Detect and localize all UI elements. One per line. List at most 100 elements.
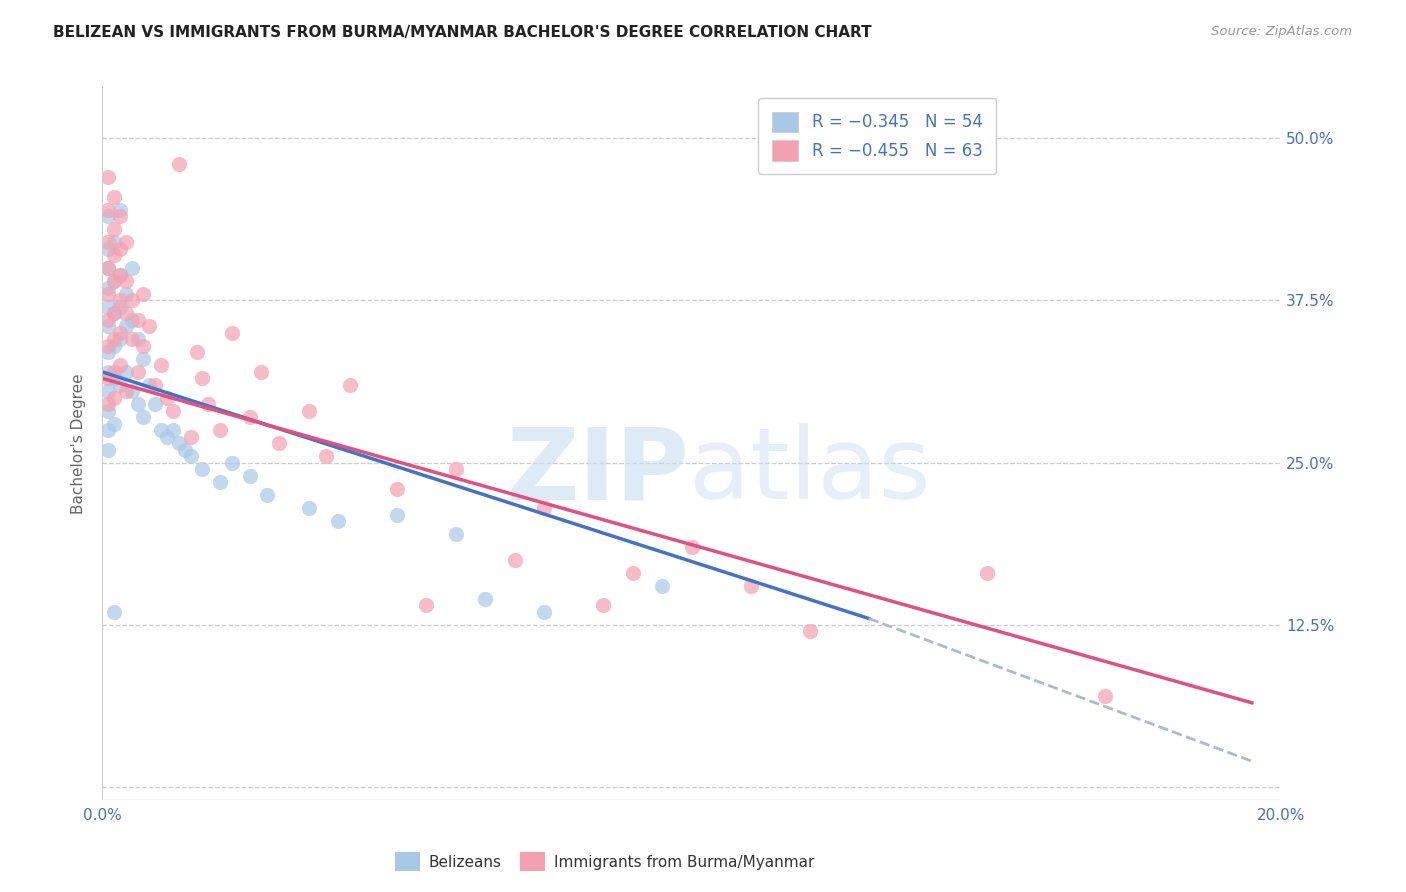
Point	[180, 430, 202, 444]
Point	[103, 365, 125, 379]
Point	[162, 404, 184, 418]
Point	[114, 365, 136, 379]
Point	[114, 274, 136, 288]
Point	[297, 404, 319, 418]
Point	[108, 333, 131, 347]
Point	[103, 248, 125, 262]
Point	[121, 261, 143, 276]
Point	[114, 306, 136, 320]
Point	[97, 319, 120, 334]
Point	[103, 306, 125, 320]
Point	[167, 157, 190, 171]
Point	[256, 488, 278, 502]
Point	[97, 371, 120, 385]
Point	[97, 287, 120, 301]
Point	[127, 397, 149, 411]
Point	[799, 624, 821, 639]
Point	[186, 345, 208, 359]
Point	[97, 261, 120, 276]
Point	[651, 579, 673, 593]
Point	[114, 287, 136, 301]
Point	[267, 436, 290, 450]
Point	[209, 423, 232, 437]
Text: ZIP: ZIP	[506, 424, 689, 520]
Point	[97, 209, 120, 223]
Text: atlas: atlas	[689, 424, 931, 520]
Point	[132, 287, 155, 301]
Point	[339, 377, 361, 392]
Point	[103, 222, 125, 236]
Point	[103, 417, 125, 431]
Point	[97, 170, 120, 185]
Point	[97, 202, 120, 217]
Point	[156, 430, 179, 444]
Point	[444, 462, 467, 476]
Point	[108, 268, 131, 282]
Point	[97, 442, 120, 457]
Point	[103, 391, 125, 405]
Point	[97, 242, 120, 256]
Point	[621, 566, 644, 580]
Point	[108, 242, 131, 256]
Point	[97, 300, 120, 314]
Point	[167, 436, 190, 450]
Point	[103, 306, 125, 320]
Point	[250, 365, 273, 379]
Point	[108, 268, 131, 282]
Point	[533, 605, 555, 619]
Point	[415, 599, 437, 613]
Point	[681, 540, 703, 554]
Point	[385, 508, 408, 522]
Point	[326, 514, 349, 528]
Point	[474, 592, 496, 607]
Point	[108, 209, 131, 223]
Point	[108, 202, 131, 217]
Point	[97, 261, 120, 276]
Point	[97, 313, 120, 327]
Point	[108, 293, 131, 308]
Point	[114, 235, 136, 249]
Point	[150, 423, 173, 437]
Legend: R = −0.345   N = 54, R = −0.455   N = 63: R = −0.345 N = 54, R = −0.455 N = 63	[758, 98, 995, 174]
Point	[121, 293, 143, 308]
Point	[173, 442, 195, 457]
Point	[297, 501, 319, 516]
Point	[1094, 690, 1116, 704]
Point	[132, 339, 155, 353]
Point	[191, 371, 214, 385]
Point	[114, 384, 136, 399]
Point	[143, 377, 166, 392]
Point	[127, 313, 149, 327]
Point	[197, 397, 219, 411]
Point	[385, 482, 408, 496]
Point	[103, 274, 125, 288]
Point	[97, 423, 120, 437]
Y-axis label: Bachelor's Degree: Bachelor's Degree	[72, 373, 86, 514]
Point	[97, 397, 120, 411]
Point	[150, 359, 173, 373]
Point	[121, 384, 143, 399]
Point	[191, 462, 214, 476]
Point	[97, 280, 120, 294]
Point	[221, 326, 243, 340]
Point	[138, 319, 160, 334]
Point	[156, 391, 179, 405]
Point	[97, 365, 120, 379]
Point	[103, 339, 125, 353]
Point	[103, 371, 125, 385]
Point	[180, 449, 202, 463]
Point	[97, 235, 120, 249]
Text: Source: ZipAtlas.com: Source: ZipAtlas.com	[1212, 25, 1353, 38]
Point	[976, 566, 998, 580]
Point	[209, 475, 232, 490]
Point	[97, 384, 120, 399]
Point	[121, 313, 143, 327]
Point	[239, 410, 262, 425]
Point	[103, 189, 125, 203]
Point	[138, 377, 160, 392]
Point	[97, 404, 120, 418]
Point	[444, 527, 467, 541]
Point	[103, 333, 125, 347]
Point	[132, 351, 155, 366]
Point	[97, 339, 120, 353]
